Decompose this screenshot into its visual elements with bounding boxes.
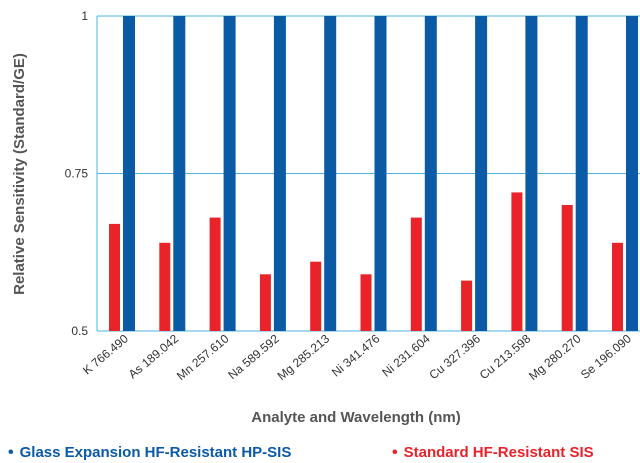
bar-standard — [209, 217, 221, 331]
bar-standard — [511, 192, 523, 331]
x-tick-label: Ni 341.476 — [329, 331, 383, 379]
legend-dot-icon: • — [8, 444, 14, 461]
bar-ge — [374, 16, 387, 331]
x-tick-label: Cu 327.396 — [426, 331, 483, 382]
bar-ge — [273, 16, 286, 331]
y-tick-label: 0.75 — [65, 167, 89, 181]
bar-standard — [310, 261, 322, 331]
bar-standard — [410, 217, 422, 331]
legend-dot-icon: • — [392, 444, 398, 461]
bar-standard — [360, 274, 372, 331]
legend-item-ge: • Glass Expansion HF-Resistant HP-SIS — [8, 443, 291, 463]
legend-item-standard: • Standard HF-Resistant SIS — [392, 443, 594, 463]
x-tick-label: Mg 280.270 — [526, 331, 584, 383]
legend-label-standard: Standard HF-Resistant SIS — [403, 444, 594, 461]
bars — [109, 16, 638, 331]
bar-standard — [612, 242, 623, 331]
x-tick-label: Ni 231.604 — [379, 331, 433, 379]
y-tick-label: 1 — [81, 9, 88, 23]
y-tick-label: 0.5 — [71, 324, 88, 338]
bar-ge — [324, 16, 337, 331]
x-tick-label: Cu 213.598 — [477, 331, 534, 382]
bar-standard — [259, 274, 271, 331]
x-tick-label: Se 196.090 — [578, 331, 634, 381]
bar-standard — [159, 242, 171, 331]
bar-ge — [626, 16, 638, 331]
x-tick-label: Mn 257.610 — [174, 331, 232, 383]
bar-ge — [475, 16, 488, 331]
bar-ge — [424, 16, 437, 331]
bar-ge — [173, 16, 186, 331]
bar-standard — [109, 223, 120, 331]
legend: • Glass Expansion HF-Resistant HP-SIS • St… — [8, 443, 640, 463]
bar-ge — [525, 16, 538, 331]
x-tick-label: Na 589.592 — [225, 331, 282, 382]
x-axis-title: Analyte and Wavelength (nm) — [251, 409, 460, 426]
legend-label-ge: Glass Expansion HF-Resistant HP-SIS — [19, 444, 292, 461]
x-tick-label: As 189.042 — [126, 331, 182, 381]
bar-standard — [561, 205, 573, 331]
bar-ge — [123, 16, 135, 331]
x-tick-label: K 766.490 — [80, 331, 131, 377]
bar-standard — [461, 280, 473, 331]
x-tick-label: Mg 285.213 — [275, 331, 333, 383]
bar-ge — [575, 16, 588, 331]
y-axis-title: Relative Sensitivity (Standard/GE) — [11, 53, 28, 295]
bar-ge — [223, 16, 236, 331]
